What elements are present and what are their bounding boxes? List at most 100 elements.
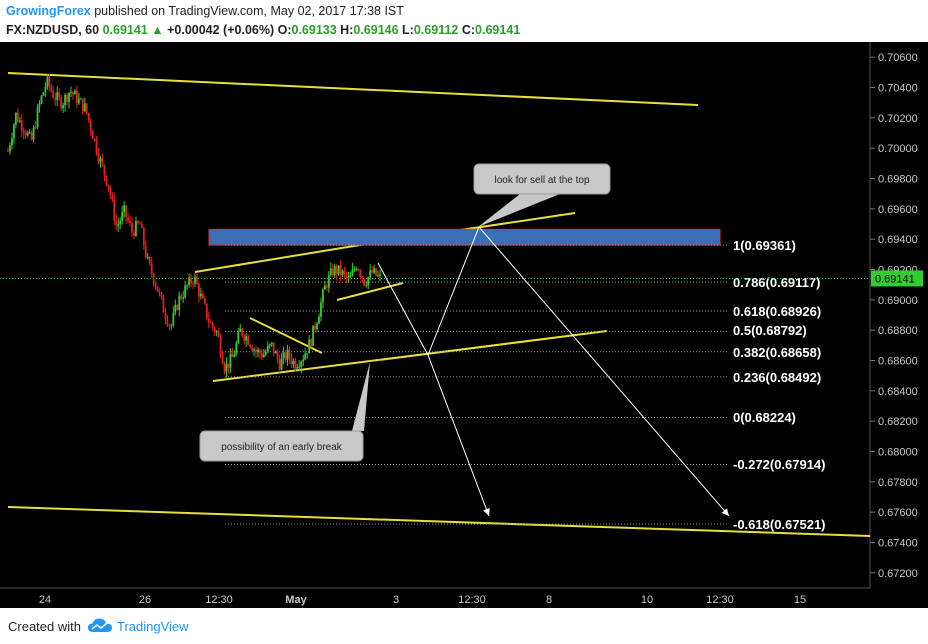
candle: [26, 130, 29, 137]
candle-body: [119, 220, 122, 225]
trendline-7[interactable]: [336, 282, 404, 301]
candle-body: [253, 349, 255, 351]
candle: [22, 127, 25, 140]
candle: [312, 325, 314, 347]
candle: [363, 278, 366, 287]
candle-body: [77, 98, 80, 104]
candle: [54, 92, 57, 107]
candle-body: [288, 349, 291, 359]
callout-1[interactable]: look for sell at the top: [473, 163, 611, 227]
candle-body: [373, 268, 375, 273]
candle-body: [83, 103, 86, 112]
annotations[interactable]: look for sell at the top possibility of a…: [199, 163, 611, 462]
candle-body: [213, 327, 216, 333]
candle: [264, 349, 267, 357]
candle: [237, 327, 240, 345]
candle: [203, 295, 206, 306]
candle-body: [298, 366, 301, 368]
candle: [294, 357, 297, 372]
candle-body: [203, 298, 206, 304]
candle: [162, 294, 165, 313]
candle: [20, 113, 23, 137]
candle: [16, 108, 19, 123]
callout-2[interactable]: possibility of an early break: [199, 362, 370, 462]
candle: [270, 341, 273, 347]
candle: [24, 129, 27, 140]
callout-box[interactable]: [473, 163, 611, 195]
candle-body: [194, 276, 196, 284]
candle: [353, 266, 356, 273]
x-tick-label: 26: [139, 594, 151, 606]
candle-body: [270, 342, 273, 345]
candle: [184, 280, 187, 300]
candle: [182, 290, 185, 303]
last-price-tag-box: [871, 270, 923, 287]
candle-body: [327, 275, 330, 288]
author-link[interactable]: GrowingForex: [6, 4, 91, 18]
candle-body: [249, 344, 251, 348]
candle: [280, 352, 283, 371]
candle: [93, 138, 96, 142]
y-tick-label: 0.68000: [878, 447, 918, 459]
candle-body: [135, 221, 137, 236]
candle-body: [341, 270, 344, 275]
projection-lines[interactable]: [377, 226, 730, 517]
candle-body: [243, 335, 246, 341]
trendline-5[interactable]: [212, 330, 608, 382]
candle: [174, 299, 177, 316]
candle-body: [312, 325, 314, 346]
candle: [74, 89, 76, 95]
supply-zone-rect[interactable]: [208, 228, 721, 246]
fib-level-label-8: -0.618(0.67521): [733, 517, 826, 532]
y-tick-label: 0.67200: [878, 568, 918, 580]
tradingview-link[interactable]: TradingView: [117, 619, 189, 634]
symbol-label[interactable]: FX:NZDUSD, 60: [6, 23, 100, 37]
candle-body: [109, 187, 112, 196]
time-axis[interactable]: 24 26 12:30 May 3 12:30 8 10 12:30 15: [39, 594, 806, 606]
tradingview-cloud-icon[interactable]: [87, 617, 113, 635]
supply-zone[interactable]: [208, 228, 721, 246]
candle: [201, 290, 204, 299]
candle: [131, 217, 133, 238]
candle: [367, 276, 370, 290]
trendline-3[interactable]: [194, 244, 361, 273]
fib-level-label-2: 0.618(0.68926): [733, 304, 821, 319]
candle-body: [229, 353, 232, 368]
candle-body: [198, 284, 200, 297]
candle-body: [247, 336, 250, 345]
candle: [314, 321, 316, 334]
fib-level-label-3: 0.5(0.68792): [733, 323, 807, 338]
candle-body: [172, 312, 175, 326]
price-chart[interactable]: 1(0.69361) 0.786(0.69117) 0.618(0.68926) 0.…: [0, 42, 928, 608]
candle: [345, 271, 348, 284]
trendline-2[interactable]: [7, 506, 871, 537]
candle-body: [345, 273, 348, 278]
candle: [300, 360, 303, 374]
candle-body: [363, 278, 366, 286]
x-tick-label: 10: [641, 594, 653, 606]
candle-body: [9, 145, 11, 152]
trendline-1[interactable]: [7, 72, 699, 106]
candle-body: [292, 360, 295, 365]
candle-body: [379, 274, 381, 276]
candle: [40, 94, 43, 105]
candle: [164, 307, 167, 325]
candle-body: [318, 316, 320, 324]
candle-body: [268, 344, 271, 346]
candle-body: [137, 221, 139, 224]
candle: [70, 86, 72, 97]
price-axis[interactable]: 0.70600 0.70400 0.70200 0.70000 0.69800 0.696…: [870, 52, 918, 580]
candle: [170, 323, 173, 331]
candle-body: [351, 269, 354, 276]
candle-body: [150, 263, 153, 274]
callout-box[interactable]: [199, 430, 364, 462]
fibonacci-levels[interactable]: 1(0.69361) 0.786(0.69117) 0.618(0.68926) 0.…: [0, 238, 870, 532]
candle-body: [320, 302, 322, 317]
candle: [221, 350, 224, 365]
arrow-head-2: [721, 508, 729, 516]
candle: [95, 135, 98, 156]
candle-body: [217, 331, 220, 338]
candle-body: [11, 138, 13, 146]
projection-path-2[interactable]: [427, 226, 730, 517]
candle: [188, 273, 190, 288]
